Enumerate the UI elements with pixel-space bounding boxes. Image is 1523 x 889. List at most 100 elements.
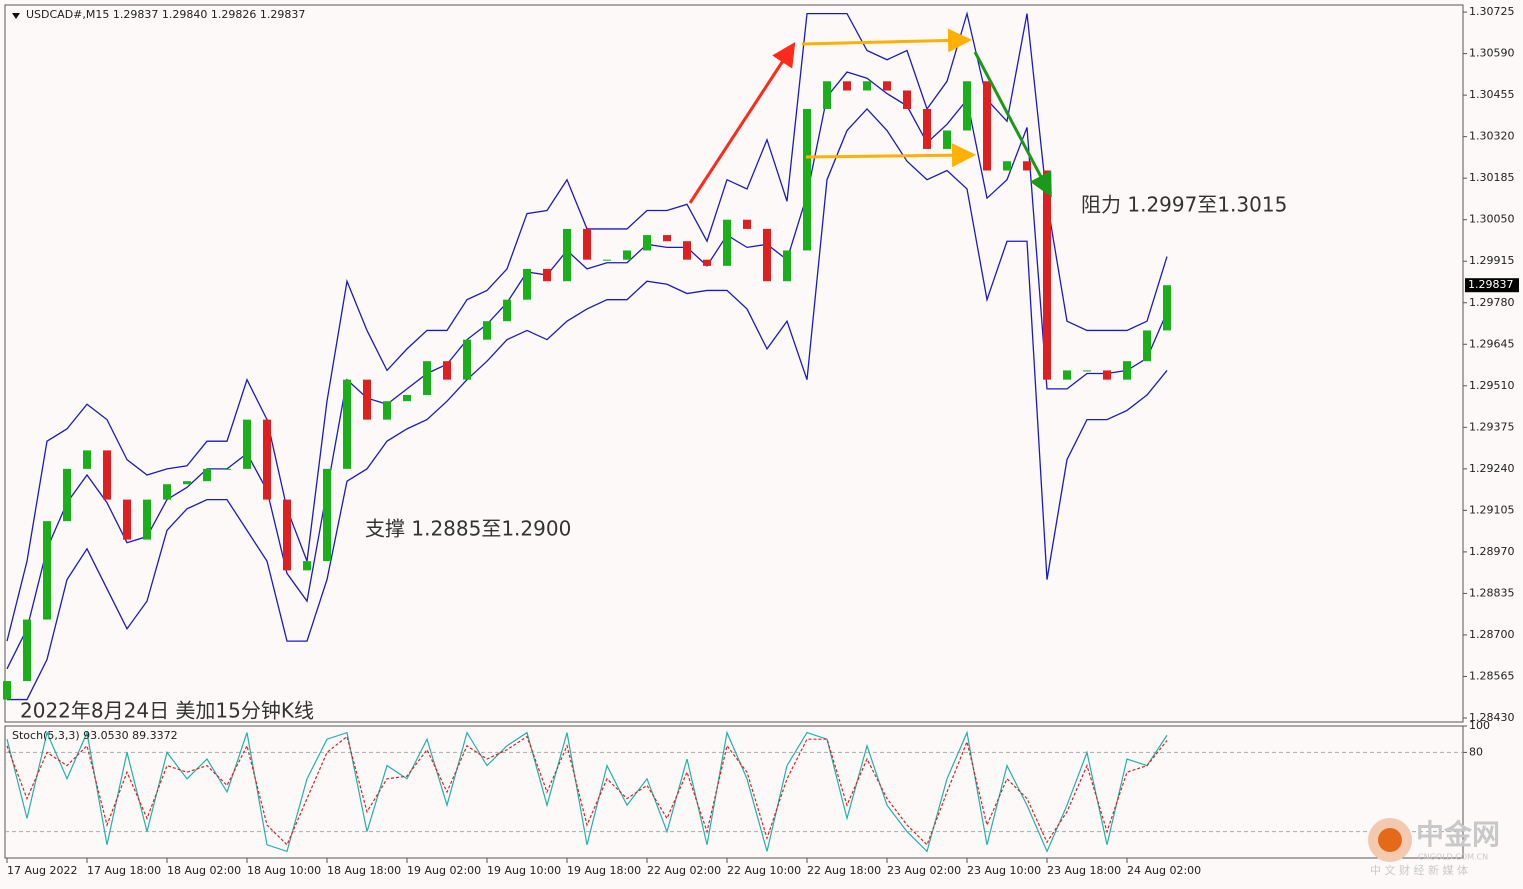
candle xyxy=(263,419,271,500)
candle xyxy=(583,228,591,260)
y-tick-label: 1.29240 xyxy=(1469,462,1515,475)
y-tick-label: 1.30590 xyxy=(1469,47,1515,60)
candle xyxy=(663,235,671,242)
y-tick-label: 1.28565 xyxy=(1469,669,1515,682)
y-tick-label: 1.29105 xyxy=(1469,503,1515,516)
x-tick-label: 19 Aug 10:00 xyxy=(487,864,561,877)
x-tick-label: 18 Aug 18:00 xyxy=(327,864,401,877)
arrow xyxy=(805,143,976,168)
x-tick-label: 23 Aug 18:00 xyxy=(1047,864,1121,877)
x-tick-label: 22 Aug 02:00 xyxy=(647,864,721,877)
candle xyxy=(823,81,831,109)
arrow xyxy=(973,51,1052,198)
y-tick-label: 100 xyxy=(1469,719,1490,732)
candle xyxy=(1123,361,1131,380)
annotation: 阻力 1.2997至1.3015 xyxy=(1081,193,1287,217)
x-tick-label: 17 Aug 2022 xyxy=(7,864,77,877)
x-tick-label: 18 Aug 10:00 xyxy=(247,864,321,877)
watermark-name: 中金网 xyxy=(1416,818,1500,851)
x-tick-label: 18 Aug 02:00 xyxy=(167,864,241,877)
candle xyxy=(383,401,391,420)
menu-triangle xyxy=(12,13,20,19)
candle xyxy=(3,681,11,700)
candle xyxy=(623,250,631,260)
annotation: 支撑 1.2885至1.2900 xyxy=(365,517,571,541)
candle xyxy=(863,81,871,91)
y-tick-label: 1.30185 xyxy=(1469,171,1515,184)
candle xyxy=(523,268,531,300)
candle xyxy=(1163,285,1171,331)
candle xyxy=(683,241,691,260)
candle xyxy=(143,499,151,540)
candle xyxy=(703,259,711,266)
y-tick-label: 1.30455 xyxy=(1469,88,1515,101)
watermark-domain: CNGOLD.COM.CN xyxy=(1418,853,1488,862)
candle xyxy=(1043,170,1051,380)
y-tick-label: 1.29510 xyxy=(1469,379,1515,392)
candle xyxy=(223,468,231,470)
stoch-pane xyxy=(4,725,1464,859)
candle xyxy=(743,219,751,229)
candle xyxy=(1003,161,1011,171)
candle xyxy=(403,395,411,402)
current-price-label: 1.29837 xyxy=(1468,278,1514,291)
candle xyxy=(343,379,351,469)
candle xyxy=(903,90,911,109)
arrow xyxy=(688,41,796,204)
x-tick-label: 19 Aug 02:00 xyxy=(407,864,481,877)
candle xyxy=(503,299,511,322)
candle xyxy=(443,361,451,380)
y-tick-label: 1.28835 xyxy=(1469,586,1515,599)
candle xyxy=(303,561,311,571)
candle xyxy=(283,499,291,571)
watermark: 中金网 CNGOLD.COM.CN 中 文 财 经 新 媒 体 xyxy=(1368,818,1500,877)
bollinger-band xyxy=(7,108,1168,701)
candle xyxy=(723,219,731,266)
annotation: 2022年8月24日 美加15分钟K线 xyxy=(20,699,314,723)
candle xyxy=(1103,370,1111,380)
candle xyxy=(543,268,551,282)
candle xyxy=(183,481,191,485)
candle xyxy=(103,450,111,500)
candle xyxy=(423,361,431,396)
candle xyxy=(803,108,811,251)
candle xyxy=(463,339,471,380)
price-pane xyxy=(4,4,1464,723)
x-tick-label: 24 Aug 02:00 xyxy=(1127,864,1201,877)
candle xyxy=(643,235,651,251)
x-tick-label: 23 Aug 02:00 xyxy=(887,864,961,877)
stoch-title: Stoch(5,3,3) 93.0530 89.3372 xyxy=(12,729,178,742)
candle xyxy=(763,228,771,282)
x-tick-label: 22 Aug 18:00 xyxy=(807,864,881,877)
bollinger-band xyxy=(6,71,1168,670)
candle xyxy=(983,81,991,171)
candle xyxy=(783,250,791,282)
candle xyxy=(1143,330,1151,362)
y-tick-label: 1.29915 xyxy=(1469,254,1515,267)
candle xyxy=(243,419,251,469)
y-tick-label: 1.30050 xyxy=(1469,213,1515,226)
watermark-slogan: 中 文 财 经 新 媒 体 xyxy=(1370,863,1468,877)
stoch-line xyxy=(6,735,1168,846)
x-tick-label: 19 Aug 18:00 xyxy=(567,864,641,877)
chart-title: USDCAD#,M15 1.29837 1.29840 1.29826 1.29… xyxy=(26,8,305,21)
stoch-chart xyxy=(5,730,1463,853)
y-tick-label: 1.30725 xyxy=(1469,5,1515,18)
y-tick-label: 1.29780 xyxy=(1469,296,1515,309)
x-tick-label: 22 Aug 10:00 xyxy=(727,864,801,877)
candle xyxy=(943,130,951,149)
price-chart xyxy=(3,11,1171,701)
candle xyxy=(83,450,91,469)
candle xyxy=(843,81,851,91)
candle xyxy=(323,468,331,562)
y-tick-label: 1.30320 xyxy=(1469,130,1515,143)
candle xyxy=(883,81,891,91)
candle xyxy=(123,499,131,540)
y-tick-label: 1.28970 xyxy=(1469,545,1515,558)
candle xyxy=(483,321,491,340)
candle xyxy=(43,521,51,620)
candle xyxy=(1063,370,1071,380)
candle xyxy=(63,468,71,522)
